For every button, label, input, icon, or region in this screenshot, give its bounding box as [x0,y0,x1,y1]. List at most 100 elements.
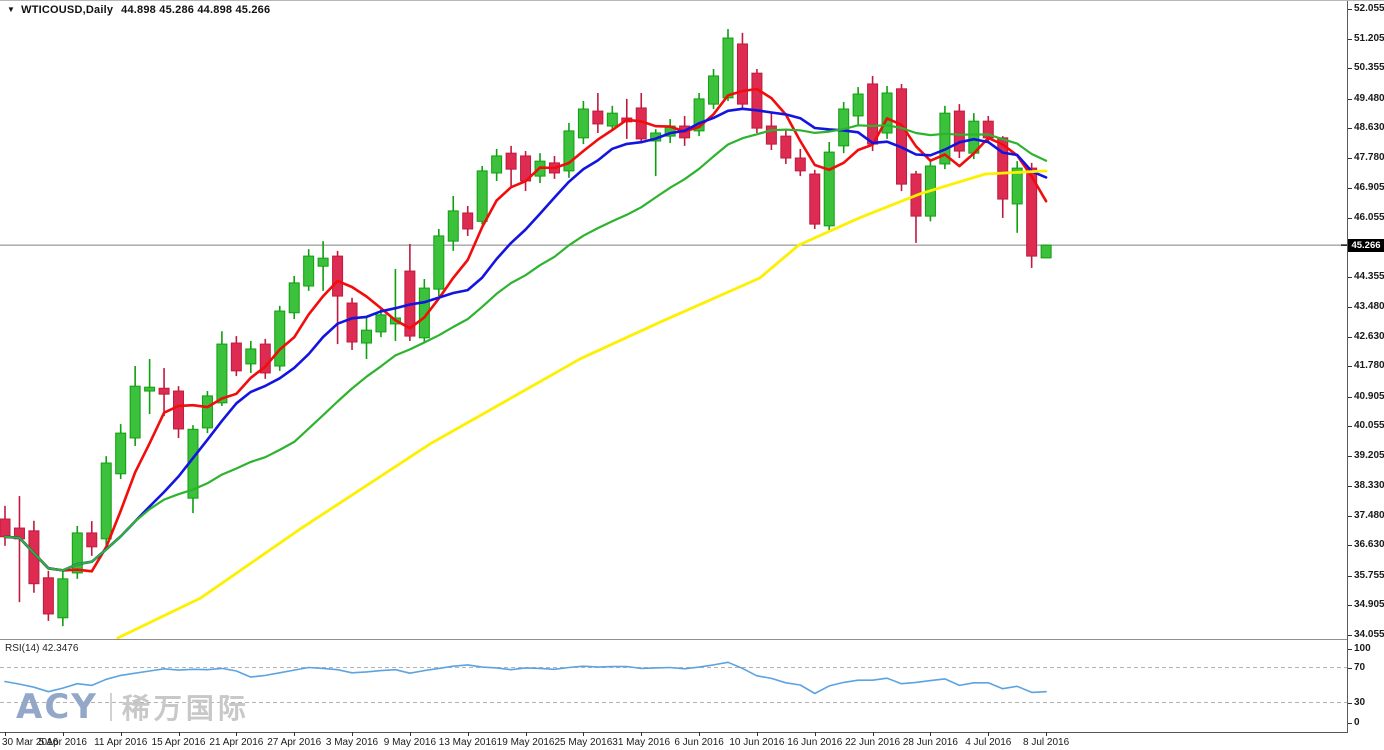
candle-body [577,108,589,139]
candle-body [606,112,618,127]
rsi-tick [1348,723,1352,724]
candle-body [505,152,517,170]
candle-body [462,212,474,230]
time-tick [988,732,990,736]
candle-body [346,302,358,343]
time-axis-label: 19 May 2016 [496,737,555,748]
rsi-axis-label: 0 [1354,717,1360,728]
candle-body [375,314,387,333]
price-tick [1348,217,1352,219]
candle-body [1040,244,1052,259]
time-tick [641,732,643,736]
time-tick [699,732,701,736]
candle-body [953,110,965,152]
price-tick [1348,605,1352,607]
price-axis-label: 37.480 [1354,509,1384,521]
price-axis-separator [1347,1,1348,732]
time-tick [1046,732,1048,736]
candle-body [491,155,503,174]
time-axis-label: 3 May 2016 [325,737,379,748]
price-axis-label: 39.205 [1354,449,1384,461]
price-tick [1348,68,1352,70]
candle-body [303,255,315,287]
price-axis-label: 42.630 [1354,330,1384,342]
rsi-line [4,661,1047,695]
symbol-title[interactable]: ▼ WTICOUSD,Daily 44.898 45.286 44.898 45.2… [7,4,270,16]
candle-body [129,385,141,439]
candle-body [736,43,748,105]
time-tick [409,732,411,736]
price-axis-label: 43.480 [1354,301,1384,313]
symbol-dropdown-icon[interactable]: ▼ [7,5,16,14]
rsi-indicator-label: RSI(14) 42.3476 [5,643,79,654]
time-tick [814,732,816,736]
time-tick [930,732,932,736]
ma-long-line [116,169,1048,639]
candle-body [173,390,185,430]
time-axis-label: 9 May 2016 [383,737,437,748]
candle-body [708,75,720,105]
time-axis-label: 15 Apr 2016 [151,737,206,748]
price-tick [1348,9,1352,10]
price-tick [1348,336,1352,338]
time-axis-label: 21 Apr 2016 [209,737,264,748]
candle-body [216,343,228,404]
symbol-name: WTICOUSD,Daily [21,4,114,16]
price-tick [1348,128,1352,130]
candle-body [433,235,445,290]
rsi-tick [1348,702,1352,704]
time-axis-label: 16 Jun 2016 [787,737,843,748]
price-tick [1348,38,1352,40]
panel-separator[interactable] [0,639,1348,640]
price-tick [1348,515,1352,517]
time-axis-label: 8 Jul 2016 [1023,737,1070,748]
time-axis-label: 6 Jun 2016 [674,737,724,748]
price-axis[interactable]: 45.266 52.055 51.205 50.355 49.480 48.630 47.… [1348,1,1384,750]
candles-layer [0,28,1052,627]
candle-body [852,93,864,117]
candle-body [274,310,286,367]
brand-logo-text: ACY [16,687,98,727]
price-axis-label: 40.055 [1354,420,1384,432]
candle-body [939,112,951,165]
brand-cjk-text: 稀万国际 [121,693,250,724]
candle-body [592,110,604,125]
time-tick [756,732,758,736]
price-axis-label: 38.330 [1354,480,1384,492]
candle-body [447,210,459,242]
brand-watermark: ACY 稀万国际 [16,687,250,727]
time-tick [872,732,874,736]
time-tick [178,732,180,736]
time-tick [352,732,353,736]
price-axis-label: 34.905 [1354,599,1384,611]
price-axis-label: 44.355 [1354,270,1384,282]
candle-body [288,282,300,314]
price-axis-label: 34.055 [1354,629,1384,640]
time-axis[interactable]: 30 Mar 2016 5 Apr 2016 11 Apr 2016 15 Apr 2… [0,732,1348,750]
brand-divider [109,693,112,721]
time-axis-separator [0,732,1348,733]
ma-slow-line [3,124,1048,572]
candle-body [751,72,763,129]
price-axis-label: 48.630 [1354,122,1384,134]
rsi-tick [1348,667,1352,669]
main-chart-panel[interactable] [0,1,1348,639]
ma-mid-line [3,107,1048,572]
time-tick [62,732,64,736]
price-tick [1348,396,1352,398]
candle-body [780,135,792,159]
candle-body [476,170,488,222]
rsi-panel[interactable] [0,641,1348,732]
time-tick [525,732,527,736]
price-tick [1348,455,1352,457]
candle-body [71,532,83,574]
price-axis-label: 36.630 [1354,539,1384,551]
price-tick [1348,98,1352,100]
candle-body [823,151,835,227]
candle-body [144,386,156,392]
rsi-axis-label: 100 [1354,643,1371,654]
candle-body [245,348,257,365]
time-tick [583,732,585,736]
rsi-axis-label: 30 [1354,696,1366,708]
